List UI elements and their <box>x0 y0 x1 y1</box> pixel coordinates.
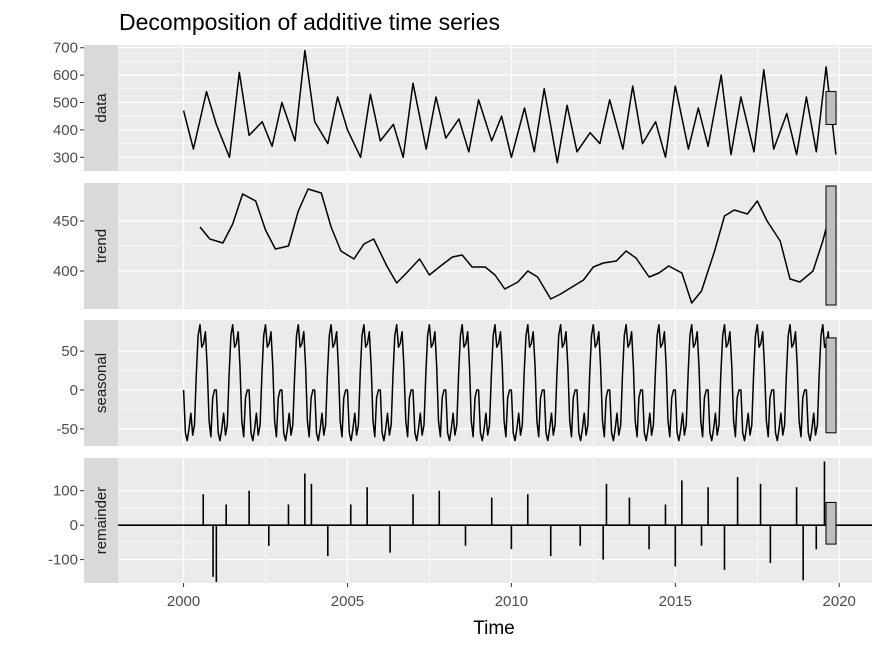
range-bar-trend <box>825 185 837 306</box>
y-tick-label-trend: 450 <box>53 213 78 230</box>
strip-seasonal <box>84 320 118 446</box>
range-bar-remainder <box>825 501 837 545</box>
x-tick-label: 2000 <box>167 593 200 610</box>
y-tick-label-data: 300 <box>53 149 78 166</box>
range-bar-data <box>825 91 837 125</box>
y-tick-label-seasonal: 0 <box>70 382 78 399</box>
chart-title: Decomposition of additive time series <box>119 9 500 35</box>
x-axis: 2000 2005 2010 2015 2020 <box>167 583 856 610</box>
strip-trend <box>84 183 118 309</box>
series-line-seasonal <box>182 323 834 442</box>
y-tick-label-data: 700 <box>53 40 78 57</box>
y-tick-label-remainder: -100 <box>48 552 78 569</box>
panel-data: 300 400 500 600 700 data <box>53 40 872 171</box>
series-line-trend <box>199 188 831 304</box>
y-tick-label-trend: 400 <box>53 263 78 280</box>
series-line-data <box>182 49 837 164</box>
panel-seasonal: -50 0 50 seasonal <box>56 320 872 446</box>
range-bar-seasonal <box>825 337 837 434</box>
y-tick-label-seasonal: -50 <box>56 421 78 438</box>
strip-label-remainder: remainder <box>93 487 110 555</box>
panel-trend: 400 450 trend <box>53 183 872 309</box>
x-tick-label: 2010 <box>495 593 528 610</box>
x-axis-title: Time <box>473 618 515 639</box>
y-tick-label-remainder: 100 <box>53 483 78 500</box>
y-tick-label-remainder: 0 <box>70 517 78 534</box>
y-tick-label-data: 500 <box>53 95 78 112</box>
strip-data <box>84 45 118 171</box>
panel-background <box>118 45 872 171</box>
panel-remainder: -100 0 100 remainder <box>48 458 872 583</box>
x-tick-label: 2020 <box>823 593 856 610</box>
panel-background <box>118 458 872 583</box>
y-tick-label-data: 400 <box>53 122 78 139</box>
strip-label-seasonal: seasonal <box>93 353 110 413</box>
strip-remainder <box>84 458 118 583</box>
x-tick-label: 2015 <box>659 593 692 610</box>
y-tick-label-data: 600 <box>53 67 78 84</box>
strip-label-trend: trend <box>93 229 110 263</box>
strip-label-data: data <box>93 93 110 123</box>
y-tick-label-seasonal: 50 <box>61 343 78 360</box>
x-tick-label: 2005 <box>331 593 364 610</box>
